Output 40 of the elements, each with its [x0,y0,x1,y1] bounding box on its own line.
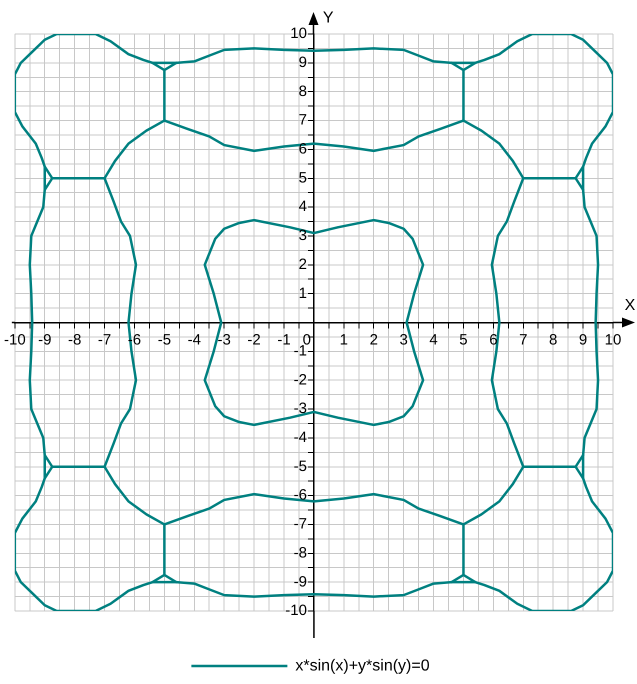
x-tick-label: 4 [429,332,438,349]
x-axis-title: X [624,296,636,314]
x-tick-label: -9 [38,332,52,349]
y-tick-label: 5 [298,169,307,186]
x-tick-label: 2 [370,332,378,349]
x-tick-label: 0 [302,332,311,349]
y-tick-label: -9 [294,573,307,590]
x-tick-label: -1 [277,332,291,349]
y-tick-label: 6 [298,140,307,158]
y-tick-label: -2 [294,371,307,388]
text: x*sin(x)+y*sin(y)=0 [295,657,430,674]
y-tick-label: -10 [285,602,307,620]
y-tick-label: 8 [298,82,307,100]
y-tick-label: -5 [294,458,307,475]
x-tick-label: 1 [340,332,348,349]
x-tick-label: 9 [578,332,588,349]
y-tick-label: -7 [294,516,307,533]
y-tick-label: 2 [298,256,307,273]
x-tick-label: -4 [188,332,201,349]
x-tick-label: 8 [549,332,558,349]
y-tick-label: -3 [294,400,307,418]
y-tick-label: 3 [298,227,307,244]
y-tick-label: 10 [290,25,307,42]
y-tick-label: -8 [294,544,307,562]
x-tick-label: -8 [68,332,82,349]
y-tick-label: 1 [298,284,307,302]
y-tick-label: 9 [298,54,307,71]
x-tick-label: -7 [98,332,112,349]
x-tick-label: 5 [459,332,468,349]
x-tick-label: 10 [604,332,622,349]
x-tick-label: 7 [519,332,528,349]
y-axis-title: Y [322,9,334,26]
x-tick-label: -10 [4,332,26,349]
y-tick-label: -4 [294,429,307,446]
y-tick-label: 4 [298,198,307,216]
x-tick-label: -5 [158,332,172,349]
x-tick-label: -3 [218,332,231,349]
y-tick-label: 7 [298,112,307,129]
x-tick-label: 3 [399,332,408,349]
x-tick-label: -2 [247,332,261,349]
